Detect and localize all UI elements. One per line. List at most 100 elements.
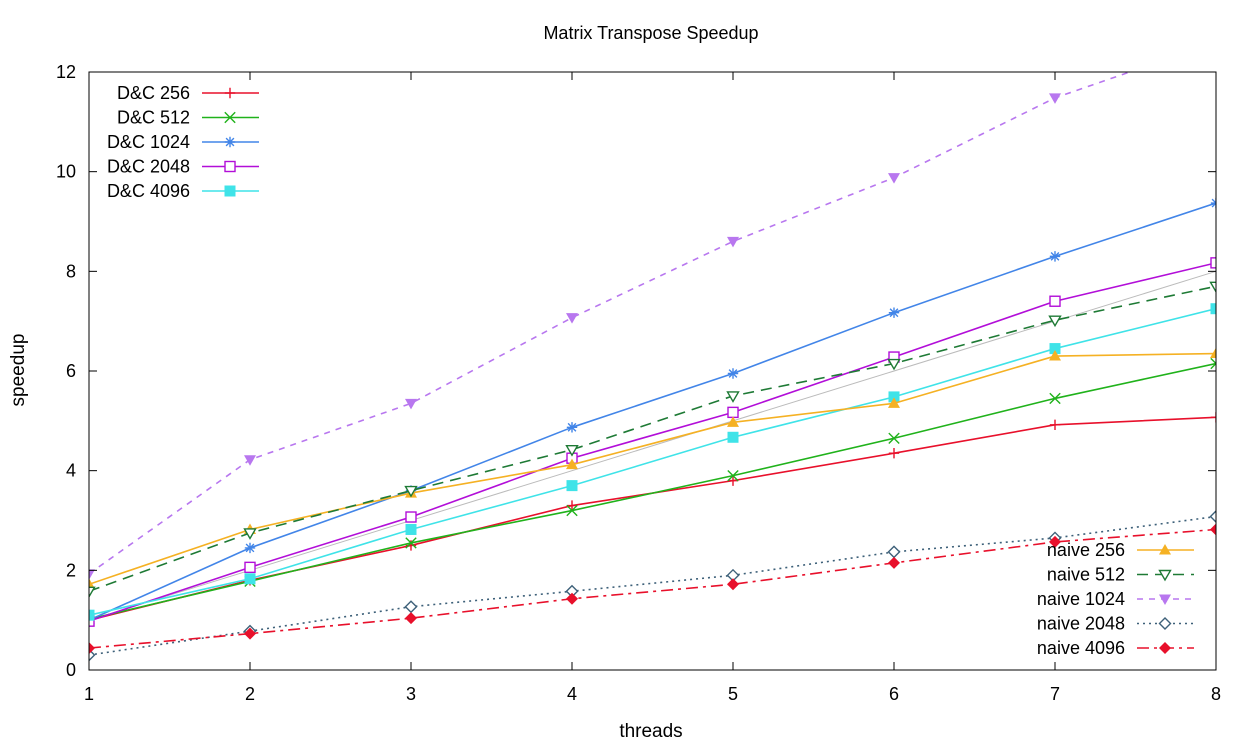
point-dandc-4096-4-glyph [566, 480, 578, 492]
point-naive-256-5 [727, 416, 739, 427]
point-naive-1024-8 [1210, 38, 1222, 49]
point-naive-512-4 [565, 445, 579, 457]
point-naive-1024-2-glyph [244, 455, 256, 466]
point-naive-1024-6 [888, 173, 900, 184]
point-naive-1024-4-glyph [566, 313, 578, 324]
point-naive-256-8 [1210, 347, 1216, 359]
series-naive-1024 [89, 38, 1222, 580]
point-naive-512-5-glyph [726, 391, 740, 403]
y-axis-label: speedup [8, 334, 29, 407]
point-naive-512-2-glyph [243, 528, 257, 540]
point-dandc-1024-7-glyph [1049, 251, 1061, 262]
point-dandc-4096-7 [1049, 343, 1061, 355]
series-dandc-1024 [89, 197, 1216, 626]
point-dandc-2048-2-glyph [244, 561, 256, 574]
point-dandc-512-8 [1210, 357, 1216, 370]
series-line-naive-2048 [89, 515, 1216, 656]
point-dandc-2048-3-glyph [405, 511, 417, 523]
point-naive-4096-6 [888, 556, 900, 569]
legend-marker-dandc-512 [224, 111, 236, 124]
point-naive-512-7-glyph [1048, 315, 1062, 328]
point-dandc-256-6-glyph [888, 448, 900, 459]
point-naive-4096-7-glyph [1049, 535, 1061, 548]
point-naive-512-6 [887, 358, 901, 371]
legend-marker-dandc-4096-glyph [224, 185, 236, 197]
point-dandc-1024-7 [1049, 251, 1061, 262]
y-tick-label-4: 4 [66, 461, 76, 481]
point-dandc-2048-2 [244, 561, 256, 574]
point-naive-1024-7 [1049, 93, 1061, 104]
point-naive-512-1 [89, 586, 96, 599]
series-line-naive-512 [89, 285, 1216, 593]
point-naive-256-7 [1049, 350, 1061, 361]
point-naive-256-6 [888, 397, 900, 408]
point-naive-512-3-glyph [404, 485, 418, 498]
point-dandc-2048-7 [1049, 295, 1061, 307]
point-naive-256-5-glyph [727, 416, 739, 427]
point-dandc-4096-2 [244, 573, 256, 585]
point-naive-256-8-glyph [1210, 347, 1216, 359]
point-dandc-2048-1 [89, 615, 95, 627]
point-naive-1024-5-glyph [727, 236, 739, 248]
legend-entry-dandc-256: D&C 256 [117, 83, 259, 103]
legend-entry-dandc-4096: D&C 4096 [107, 181, 259, 201]
point-naive-2048-8 [1209, 510, 1216, 524]
point-dandc-512-7-glyph [1049, 392, 1061, 405]
legend-marker-naive-1024-glyph [1159, 594, 1171, 605]
point-dandc-4096-5-glyph [727, 431, 739, 443]
point-dandc-2048-1-glyph [89, 615, 95, 627]
x-tick-label-7: 7 [1050, 684, 1060, 704]
point-dandc-256-4 [566, 500, 578, 511]
point-dandc-2048-5 [727, 406, 739, 419]
point-naive-512-4-glyph [565, 445, 579, 457]
point-naive-1024-1-glyph [89, 569, 95, 580]
point-naive-4096-3-glyph [405, 612, 417, 625]
x-tick-label-3: 3 [406, 684, 416, 704]
legend-marker-naive-256 [1159, 544, 1171, 555]
point-dandc-512-5-glyph [727, 469, 739, 482]
point-dandc-4096-3-glyph [405, 523, 417, 535]
chart-title: Matrix Transpose Speedup [543, 23, 758, 43]
point-naive-4096-4 [566, 592, 578, 605]
x-axis-label: threads [619, 721, 682, 742]
legend-entry-naive-256: naive 256 [1047, 540, 1194, 560]
series-clipped [89, 38, 1222, 662]
point-naive-2048-3-glyph [404, 600, 418, 614]
series-line-naive-1024 [89, 72, 1133, 575]
point-naive-512-2 [243, 528, 257, 540]
legend-marker-dandc-1024 [224, 136, 236, 148]
point-naive-256-4-glyph [566, 458, 578, 470]
y-tick-label-0: 0 [66, 660, 76, 680]
series-line-naive-256 [89, 352, 1216, 586]
legend-marker-dandc-512-glyph [224, 111, 236, 124]
legend-marker-dandc-2048-glyph [224, 160, 236, 173]
point-naive-512-6-glyph [887, 358, 901, 371]
point-dandc-1024-4 [566, 422, 578, 433]
legend-marker-naive-256-glyph [1159, 544, 1171, 555]
point-naive-1024-8-glyph [1210, 38, 1222, 49]
legend-label-naive-256: naive 256 [1047, 540, 1125, 560]
point-dandc-256-7 [1049, 419, 1061, 431]
point-dandc-1024-2 [244, 542, 256, 554]
reference-line [88, 270, 1217, 621]
point-naive-4096-6-glyph [888, 556, 900, 569]
point-dandc-4096-4 [566, 480, 578, 492]
legend-group: D&C 256 D&C 512 D&C 1024 D&C 2048 D&C 4096 na… [107, 83, 1194, 658]
point-naive-512-8 [1209, 281, 1216, 294]
point-naive-512-7 [1048, 315, 1062, 328]
point-dandc-256-5 [727, 475, 739, 486]
x-tick-label-1: 1 [84, 684, 94, 704]
legend-marker-naive-1024 [1159, 594, 1171, 605]
x-tick-label-4: 4 [567, 684, 577, 704]
legend-entry-naive-2048: naive 2048 [1037, 614, 1194, 634]
legend-marker-dandc-1024-glyph [224, 136, 236, 148]
point-naive-256-1 [89, 578, 95, 589]
point-dandc-512-7 [1049, 392, 1061, 405]
legend-label-dandc-512: D&C 512 [117, 108, 190, 128]
point-dandc-512-8-glyph [1210, 357, 1216, 370]
point-dandc-4096-1 [89, 609, 95, 621]
point-naive-256-6-glyph [888, 397, 900, 408]
series-dandc-512 [89, 357, 1216, 625]
point-naive-512-5 [726, 391, 740, 403]
